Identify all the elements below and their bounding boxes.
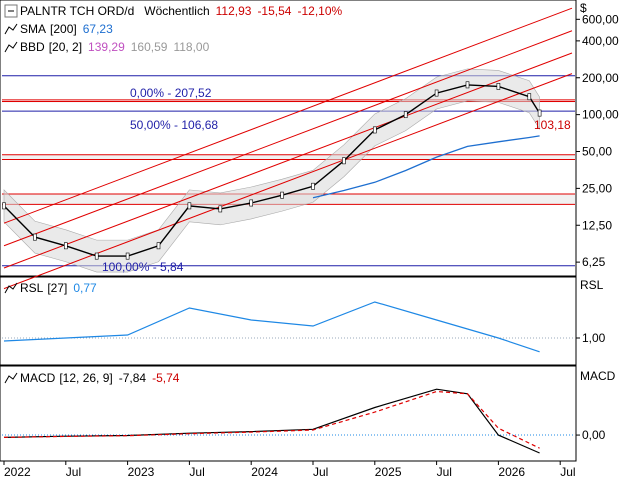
price-header: PALNTR TCH ORD/d Wöchentlich 112,93 -15,…: [0, 2, 576, 20]
sma-header: SMA [200] 67,23: [0, 20, 576, 38]
price-plot: [2, 7, 575, 290]
rsl-header: RSL [27] 0,77: [0, 279, 576, 297]
fib-level-0: 0,00% - 207,52: [130, 86, 212, 100]
price-candle: [311, 182, 315, 190]
price-axis-label: 50,00: [582, 145, 612, 159]
x-axis-label: 2025: [375, 465, 402, 479]
price-axis-label: 200,00: [582, 71, 619, 85]
macd-signal-line: [3, 390, 540, 449]
minus-icon[interactable]: [4, 4, 18, 18]
price-axis-label: 6,25: [582, 255, 606, 269]
currency-label: $: [580, 1, 587, 15]
trend-channel-line-3: [3, 73, 573, 290]
x-axis-label: 2026: [498, 465, 525, 479]
x-axis-label: Jul: [437, 465, 452, 479]
rsl-line: [3, 301, 540, 353]
trend-channel-line-2: [3, 52, 573, 269]
price-axis-label: 400,00: [582, 34, 619, 48]
macd-line: [3, 388, 540, 454]
price-candle: [280, 191, 284, 199]
price-candle: [496, 82, 501, 90]
price-axis-label: 600,00: [582, 12, 619, 26]
macd-axis-label: 0,00: [582, 428, 606, 442]
instrument-title: PALNTR TCH ORD/d: [20, 4, 135, 18]
x-axis-label: Jul: [66, 465, 81, 479]
trend-channel-line-0: [3, 7, 573, 224]
sr-zone-1: [2, 154, 575, 160]
bbd-mid: 139,29: [88, 40, 125, 54]
x-axis-label: Jul: [189, 465, 204, 479]
x-axis-label: 2022: [4, 465, 31, 479]
price-candle: [372, 126, 377, 134]
price-candle: [249, 199, 253, 207]
price-axis-label: 12,50: [582, 218, 612, 232]
price-change-pct: -12,10%: [297, 4, 343, 18]
interval-label: Wöchentlich: [144, 4, 210, 18]
price-candle: [33, 233, 37, 241]
fib-level-50: 50,00% - 106,68: [130, 118, 219, 132]
price-candle: [434, 89, 439, 97]
sma-param: [200]: [50, 22, 77, 36]
last-price-label: 103,18: [534, 118, 571, 132]
price-change-abs: -15,54: [257, 4, 292, 18]
rsl-panel-frame: [0, 276, 577, 366]
bbd-lower: 118,00: [173, 40, 210, 54]
bbd-upper: 160,59: [130, 40, 168, 54]
bollinger-band: [3, 68, 540, 273]
line-style-icon[interactable]: [4, 22, 18, 36]
bbd-param: [20, 2]: [48, 40, 83, 54]
price-candle: [403, 111, 408, 119]
macd-plot: [2, 388, 575, 454]
x-axis-label: 2024: [251, 465, 278, 479]
line-style-icon[interactable]: [4, 40, 18, 54]
price-candle: [527, 93, 532, 101]
price-candle: [465, 81, 470, 89]
rsl-label: RSL: [20, 281, 44, 295]
price-candle: [187, 202, 192, 210]
x-axis-label: Jul: [560, 465, 575, 479]
price-candle: [2, 202, 6, 210]
last-price: 112,93: [215, 4, 252, 18]
price-axis-label: 25,00: [582, 181, 612, 195]
macd-param: [12, 26, 9]: [59, 371, 113, 385]
macd-value: -7,84: [118, 371, 147, 385]
sma-label: SMA: [20, 22, 47, 36]
macd-signal-value: -5,74: [152, 371, 180, 385]
price-candle: [94, 252, 99, 260]
line-style-icon[interactable]: [4, 371, 18, 385]
x-axis-label: Jul: [313, 465, 328, 479]
x-axis-label: 2023: [128, 465, 155, 479]
price-candle: [342, 157, 346, 165]
rsl-param: [27]: [47, 281, 68, 295]
sma-value: 67,23: [82, 22, 113, 36]
sma-line: [312, 135, 540, 199]
rsl-axis-title: RSL: [580, 278, 604, 292]
price-candle: [156, 242, 161, 250]
trend-channel-line-1: [3, 30, 573, 247]
rsl-plot: [2, 301, 575, 353]
macd-label: MACD: [20, 371, 56, 385]
price-candle: [125, 252, 130, 260]
line-style-icon[interactable]: [4, 281, 18, 295]
price-candle: [218, 205, 223, 213]
macd-header: MACD [12, 26, 9] -7,84 -5,74: [0, 369, 576, 387]
bbd-header: BBD [20, 2] 139,29 160,59 118,00: [0, 38, 576, 56]
fib-level-100: 100,00% - 5,84: [102, 260, 184, 274]
rsl-axis-label: 1,00: [582, 331, 606, 345]
price-line: [3, 84, 541, 257]
axes: $600,00 400,00 200,00 100,00 50,00 25,00 12,50…: [3, 1, 619, 479]
macd-axis-title: MACD: [580, 369, 616, 383]
price-panel-frame: [0, 0, 577, 277]
bbd-label: BBD: [20, 40, 45, 54]
price-axis-label: 100,00: [582, 108, 619, 122]
price-candle: [64, 242, 68, 250]
rsl-value: 0,77: [73, 281, 97, 295]
macd-panel-frame: [0, 365, 577, 462]
price-candle: [537, 109, 542, 117]
